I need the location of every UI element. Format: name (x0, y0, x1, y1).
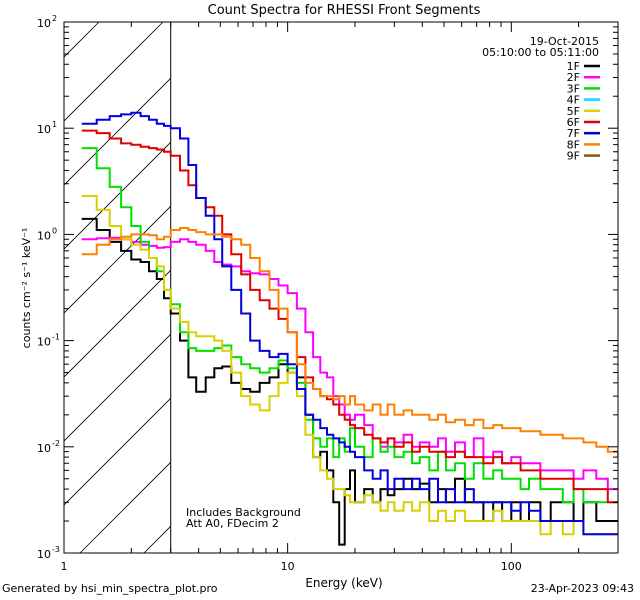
time-range-label: 05:10:00 to 05:11:00 (482, 46, 599, 59)
hatch-line (64, 269, 171, 378)
legend-label-9F: 9F (567, 150, 580, 163)
footer-generator: Generated by hsi_min_spectra_plot.pro (2, 582, 218, 595)
date-label: 19-Oct-2015 (530, 35, 599, 48)
annotation-background: Includes Background (186, 506, 301, 519)
series-line-5F (81, 195, 618, 536)
legend-label-4F: 4F (567, 94, 580, 107)
hatch-line (64, 397, 171, 506)
hatch-line (64, 77, 171, 186)
series-line-8F (81, 227, 618, 459)
x-tick-label: 1 (61, 560, 68, 573)
hatch-line (64, 205, 171, 314)
y-tick-exponent: 0 (52, 226, 57, 235)
hatch-line (79, 461, 171, 553)
series-line-7F (81, 111, 618, 536)
legend-label-6F: 6F (567, 116, 580, 129)
legend-label-2F: 2F (567, 71, 580, 84)
legend-label-5F: 5F (567, 105, 580, 118)
annotation-attenuator: Att A0, FDecim 2 (186, 517, 279, 530)
y-tick-exponent: 2 (52, 14, 57, 23)
y-tick-exponent: -1 (52, 333, 60, 342)
y-tick-exponent: -2 (52, 439, 60, 448)
x-tick-label: 100 (501, 560, 522, 573)
legend-label-1F: 1F (567, 60, 580, 73)
y-tick-label: 10 (37, 17, 51, 30)
footer-timestamp: 23-Apr-2023 09:43 (530, 582, 634, 595)
attenuator-hatch-region (64, 22, 171, 553)
legend-label-8F: 8F (567, 138, 580, 151)
legend-label-3F: 3F (567, 82, 580, 95)
legend-label-7F: 7F (567, 127, 580, 140)
x-axis-label: Energy (keV) (305, 576, 382, 590)
y-tick-label: 10 (37, 336, 51, 349)
hatch-line (64, 22, 164, 122)
y-tick-label: 10 (37, 548, 51, 561)
y-tick-label: 10 (37, 442, 51, 455)
y-tick-label: 10 (37, 123, 51, 136)
chart-title: Count Spectra for RHESSI Front Segments (208, 3, 481, 18)
y-tick-exponent: 1 (52, 120, 57, 129)
series-line-6F (81, 129, 618, 504)
plot-frame (63, 21, 619, 554)
y-axis-label: counts cm⁻² s⁻¹ keV⁻¹ (20, 228, 33, 349)
y-tick-exponent: -3 (52, 545, 60, 554)
y-tick-label: 10 (37, 229, 51, 242)
x-tick-label: 10 (281, 560, 295, 573)
